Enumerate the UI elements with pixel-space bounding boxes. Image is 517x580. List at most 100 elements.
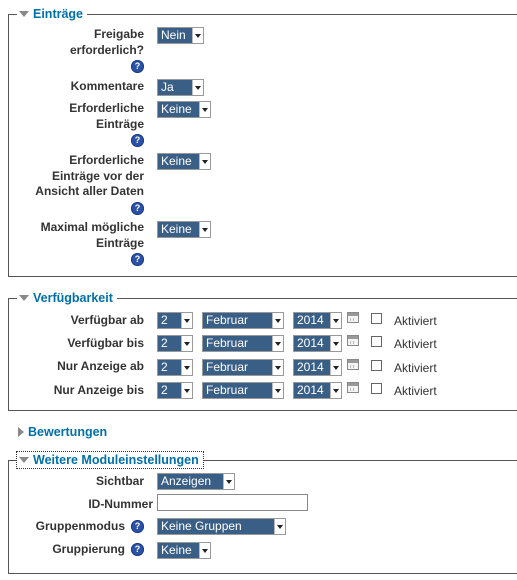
calendar-icon[interactable] [347,382,359,393]
year-select[interactable]: 2014 [293,312,342,329]
select-value: Februar [203,336,272,351]
enable-label: Aktiviert [394,361,437,375]
day-select[interactable]: 2 [157,312,193,329]
enable-checkbox[interactable] [371,383,382,394]
select-value: Keine [158,154,199,169]
select-value: 2014 [294,383,330,398]
fieldset-verfuegbarkeit: Verfügbarkeit [8,290,517,411]
month-select[interactable]: Februar [202,335,284,352]
maximal-select[interactable]: Keine [157,221,211,238]
month-select[interactable]: Februar [202,359,284,376]
select-value: Anzeigen [158,474,223,489]
chevron-down-icon [223,474,234,489]
chevron-down-icon [330,336,341,351]
id-nummer-label: ID-Nummer [88,497,153,511]
enable-checkbox[interactable] [371,336,382,347]
chevron-down-icon [272,336,283,351]
section-header-bewertungen[interactable]: Bewertungen [16,424,112,440]
chevron-down-icon [192,80,203,95]
select-value: Ja [158,80,192,95]
sichtbar-label: Sichtbar [95,474,144,488]
chevron-down-icon [274,519,285,534]
select-value: 2 [158,360,181,375]
chevron-down-icon [181,383,192,398]
chevron-down-icon [330,383,341,398]
chevron-down-icon [272,313,283,328]
help-icon[interactable]: ? [131,543,144,556]
chevron-down-icon [199,222,210,237]
help-icon[interactable]: ? [131,60,144,73]
chevron-down-icon [330,313,341,328]
help-icon[interactable]: ? [131,134,144,147]
chevron-down-icon [199,543,210,558]
gruppierung-select[interactable]: Keine [157,542,211,559]
section-header-weitere[interactable]: Weitere Moduleinstellungen [16,451,204,469]
calendar-icon[interactable] [347,312,359,323]
enable-label: Aktiviert [394,384,437,398]
select-value: 2014 [294,336,330,351]
select-value: 2 [158,313,181,328]
year-select[interactable]: 2014 [293,359,342,376]
select-value: 2014 [294,313,330,328]
gruppenmodus-select[interactable]: Keine Gruppen [157,518,286,535]
erforderliche-label: Erforderliche Einträge [69,101,144,131]
select-value: Keine Gruppen [158,519,274,534]
verfuegbar-bis-label: Verfügbar bis [67,336,144,350]
select-value: 2014 [294,360,330,375]
section-header-verfuegbarkeit[interactable]: Verfügbarkeit [17,290,117,306]
maximal-label: Maximal mögliche Einträge [40,220,144,250]
month-select[interactable]: Februar [202,312,284,329]
chevron-down-icon [272,383,283,398]
enable-checkbox[interactable] [371,313,382,324]
verfuegbar-ab-label: Verfügbar ab [70,313,144,327]
gruppenmodus-label: Gruppenmodus [35,519,125,533]
gruppierung-label: Gruppierung [52,542,125,556]
enable-label: Aktiviert [394,337,437,351]
section-title: Bewertungen [28,425,108,439]
enable-checkbox[interactable] [371,360,382,371]
help-icon[interactable]: ? [131,202,144,215]
select-value: Keine [158,102,199,117]
section-header-eintraege[interactable]: Einträge [17,6,88,22]
sichtbar-select[interactable]: Anzeigen [157,473,235,490]
erforderliche-ansicht-select[interactable]: Keine [157,153,211,170]
section-title: Verfügbarkeit [33,291,113,305]
select-value: Februar [203,360,272,375]
calendar-icon[interactable] [347,359,359,370]
freigabe-label: Freigabe erforderlich? [69,27,144,57]
day-select[interactable]: 2 [157,359,193,376]
select-value: Nein [158,28,192,43]
chevron-down-icon [199,154,210,169]
kommentare-select[interactable]: Ja [157,79,204,96]
chevron-down-icon [181,360,192,375]
chevron-down-icon [192,28,203,43]
select-value: Februar [203,383,272,398]
enable-label: Aktiviert [394,314,437,328]
day-select[interactable]: 2 [157,382,193,399]
nur-anzeige-bis-label: Nur Anzeige bis [53,383,144,397]
select-value: Keine [158,222,199,237]
fieldset-weitere: Weitere Moduleinstellungen [8,451,517,574]
calendar-icon[interactable] [347,335,359,346]
fieldset-eintraege: Einträge [8,6,517,277]
section-title: Weitere Moduleinstellungen [33,453,199,467]
help-icon[interactable]: ? [131,520,144,533]
select-value: Februar [203,313,272,328]
triangle-right-icon [18,427,24,437]
freigabe-select[interactable]: Nein [157,27,204,44]
help-icon[interactable]: ? [131,253,144,266]
day-select[interactable]: 2 [157,335,193,352]
id-nummer-field[interactable] [157,494,308,511]
chevron-down-icon [199,102,210,117]
triangle-down-icon [19,457,29,463]
chevron-down-icon [181,336,192,351]
chevron-down-icon [181,313,192,328]
erforderliche-select[interactable]: Keine [157,101,211,118]
select-value: 2 [158,383,181,398]
year-select[interactable]: 2014 [293,335,342,352]
month-select[interactable]: Februar [202,382,284,399]
year-select[interactable]: 2014 [293,382,342,399]
select-value: 2 [158,336,181,351]
triangle-down-icon [19,295,29,301]
triangle-down-icon [19,11,29,17]
